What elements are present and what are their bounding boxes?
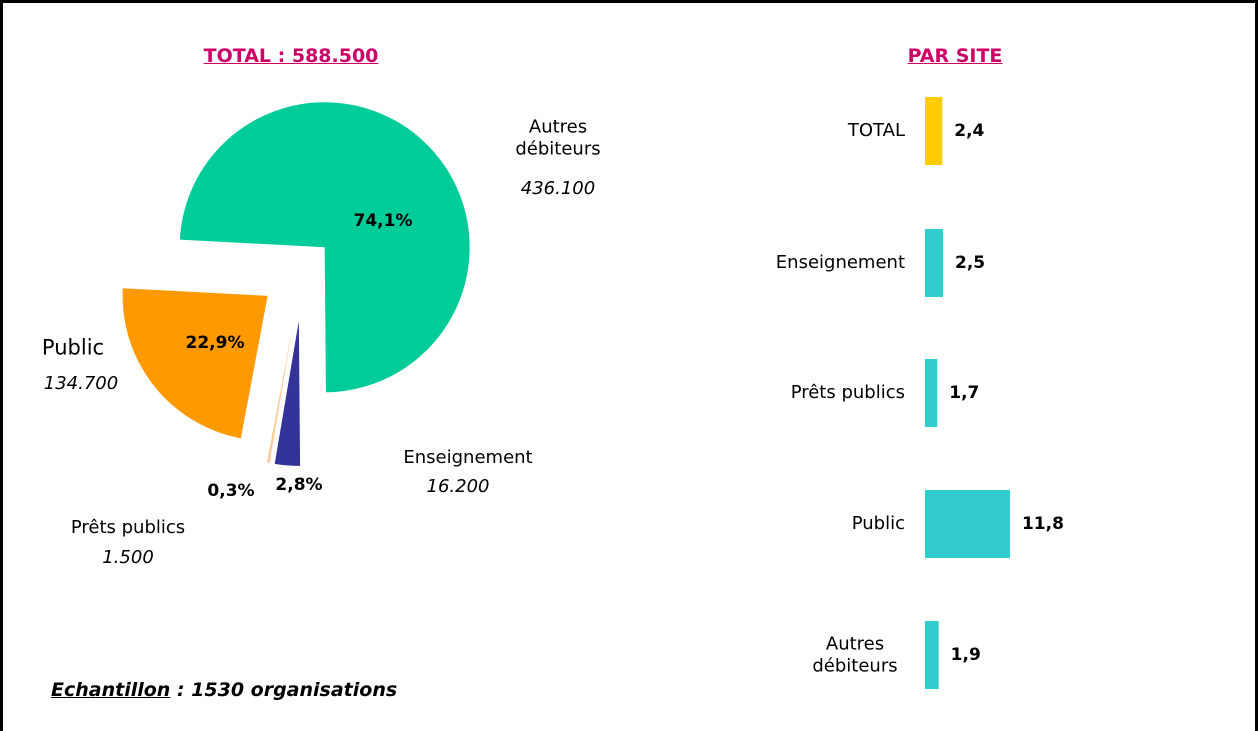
bar-value-label: 2,5 (955, 252, 986, 273)
bar (925, 229, 943, 297)
bar-value-label: 2,4 (954, 120, 985, 141)
bar-value-label: 11,8 (1021, 513, 1064, 534)
slice-percent: 2,8% (275, 474, 323, 495)
bar (925, 359, 938, 427)
category-label: Prêts publics (790, 382, 905, 404)
footnote-text: : 1530 organisations (176, 679, 398, 701)
pie-slice (122, 288, 268, 439)
slice-amount: 1.500 (102, 547, 154, 569)
chart-canvas (122, 97, 1010, 689)
bar (925, 97, 943, 165)
pie-slice (179, 102, 470, 393)
category-label: Public (851, 513, 905, 535)
category-label: TOTAL (847, 120, 905, 142)
category-label: Enseignement (775, 252, 905, 274)
slice-label: Prêts publics (70, 517, 186, 539)
bar-value-label: 1,7 (949, 382, 980, 403)
pie-slice (266, 320, 294, 464)
footnote: Echantillon : 1530 organisations (51, 679, 397, 701)
chart-title: TOTAL : 588.500 (203, 45, 379, 67)
slice-amount: 16.200 (426, 476, 490, 498)
chart-title: PAR SITE (907, 45, 1003, 67)
slice-amount: 134.700 (43, 373, 119, 395)
footnote-label: Echantillon (51, 679, 171, 701)
category-label: Autres débiteurs (812, 633, 898, 676)
bar (925, 621, 939, 689)
bar-value-label: 1,9 (950, 644, 981, 665)
slice-label: Public (41, 335, 105, 360)
slice-percent: 74,1% (353, 210, 413, 231)
bar (925, 490, 1010, 558)
slice-label: Autres débiteurs (515, 116, 601, 159)
slice-label: Enseignement (403, 447, 533, 469)
slice-amount: 436.100 (520, 178, 596, 200)
slice-percent: 0,3% (207, 480, 255, 501)
slice-percent: 22,9% (185, 332, 245, 353)
pie-slice (274, 320, 301, 466)
